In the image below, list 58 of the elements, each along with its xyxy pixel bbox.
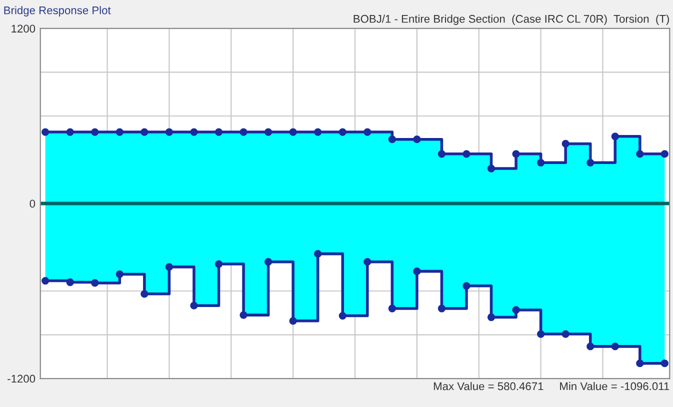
point <box>487 313 496 322</box>
point <box>462 282 470 290</box>
point <box>536 330 545 338</box>
point <box>289 317 297 325</box>
point <box>364 258 372 266</box>
point <box>66 128 74 136</box>
point <box>636 360 644 368</box>
point <box>42 276 50 285</box>
point <box>413 267 421 276</box>
point <box>536 158 545 166</box>
point <box>314 128 322 136</box>
point <box>190 302 198 310</box>
point <box>91 128 99 136</box>
point <box>240 311 248 319</box>
point <box>512 150 520 158</box>
point <box>190 128 198 136</box>
point <box>66 278 74 286</box>
point <box>586 342 594 350</box>
point <box>116 128 124 136</box>
point <box>214 260 223 268</box>
chart-subtitle: BOBJ/1 - Entire Bridge Section (Case IRC CL 70R) Torsion (T) <box>354 14 669 25</box>
point <box>289 128 297 136</box>
point <box>660 360 668 368</box>
point <box>338 128 346 136</box>
chart-title: Bridge Response Plot <box>4 6 111 16</box>
point <box>91 279 99 287</box>
point <box>413 136 421 144</box>
point <box>165 263 174 271</box>
text: Max Value = 580.4671 Min Value = -1096.011 <box>434 382 670 390</box>
point <box>562 140 570 148</box>
point <box>462 150 470 158</box>
point <box>240 128 248 136</box>
point <box>314 250 322 258</box>
point <box>264 258 272 266</box>
point <box>660 150 668 158</box>
y-tick-label: 0 <box>30 200 36 208</box>
point <box>140 290 148 298</box>
point <box>264 128 272 136</box>
y-tick-label: -1200 <box>8 374 36 383</box>
point <box>586 158 594 166</box>
point <box>42 128 50 136</box>
point <box>364 128 372 136</box>
point <box>338 312 346 320</box>
point <box>116 270 124 278</box>
point <box>611 342 619 350</box>
point <box>438 304 446 312</box>
y-tick-label: 1200 <box>12 24 36 33</box>
point <box>512 306 520 314</box>
point <box>388 136 396 144</box>
point <box>438 150 446 158</box>
point <box>140 128 148 136</box>
point <box>388 304 396 312</box>
point <box>562 330 570 338</box>
point <box>487 164 496 172</box>
point <box>636 150 644 158</box>
point <box>611 132 619 140</box>
point <box>214 128 223 136</box>
point <box>165 128 174 136</box>
